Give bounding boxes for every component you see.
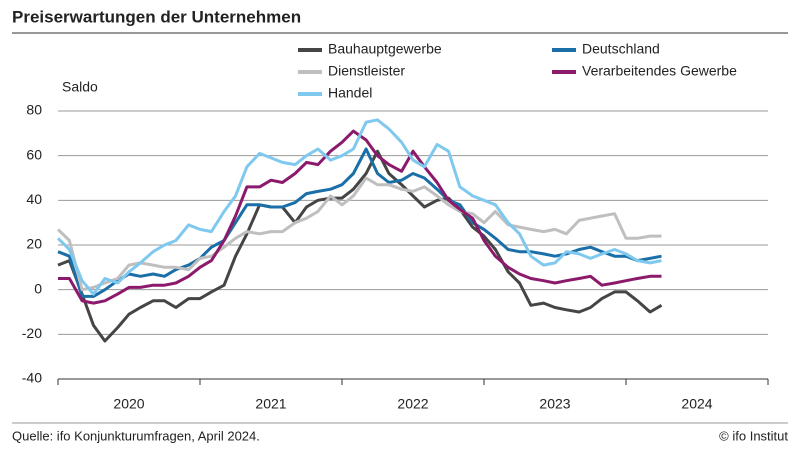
y-tick-label: 20 bbox=[26, 236, 42, 252]
x-tick-label: 2023 bbox=[539, 396, 570, 412]
credit: © ifo Institut bbox=[719, 428, 788, 443]
series-line bbox=[57, 149, 663, 343]
y-tick-label: 60 bbox=[26, 146, 42, 162]
y-tick-label: -20 bbox=[22, 325, 42, 341]
legend-label: Handel bbox=[328, 85, 372, 101]
y-tick-label: 0 bbox=[34, 280, 42, 296]
series-line bbox=[58, 129, 662, 305]
source: Quelle: ifo Konjunkturumfragen, April 20… bbox=[12, 428, 260, 443]
legend-label: Deutschland bbox=[582, 41, 660, 57]
y-tick-label: 80 bbox=[26, 102, 42, 118]
chart-title: Preiserwartungen der Unternehmen bbox=[12, 7, 301, 26]
series-line bbox=[57, 147, 662, 298]
legend-label: Dienstleister bbox=[328, 63, 405, 79]
series-line bbox=[56, 118, 662, 296]
x-tick-label: 2021 bbox=[255, 396, 286, 412]
x-tick-label: 2024 bbox=[681, 396, 712, 412]
y-axis-label: Saldo bbox=[62, 79, 98, 95]
x-tick-label: 2020 bbox=[113, 396, 144, 412]
y-tick-label: 40 bbox=[26, 191, 42, 207]
x-tick-label: 2022 bbox=[397, 396, 428, 412]
legend-label: Bauhauptgewerbe bbox=[328, 41, 442, 57]
legend-label: Verarbeitendes Gewerbe bbox=[582, 63, 737, 79]
series-line bbox=[56, 176, 662, 292]
y-tick-label: -40 bbox=[22, 370, 42, 386]
